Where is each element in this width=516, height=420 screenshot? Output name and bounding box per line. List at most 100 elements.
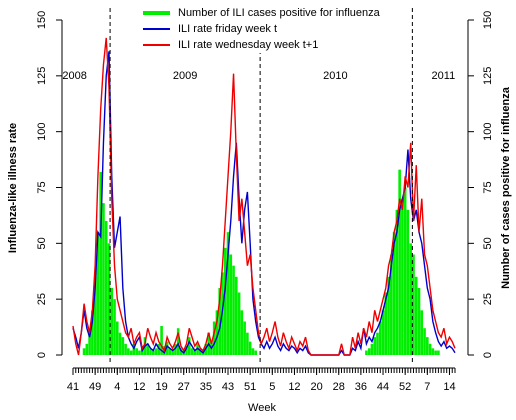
case-bar: [179, 348, 183, 355]
legend-box: [140, 3, 390, 53]
x-tick-label: 36: [355, 381, 367, 393]
case-bar: [387, 276, 390, 355]
case-bar: [190, 348, 194, 355]
y2-tick-label: 125: [482, 67, 494, 85]
y2-tick-label: 75: [482, 181, 494, 193]
case-bar: [378, 321, 382, 355]
case-bar: [85, 343, 89, 355]
legend-label: ILI rate wednesday week t+1: [178, 39, 318, 51]
case-bar: [248, 341, 252, 355]
year-label: 2010: [323, 70, 347, 82]
case-bar: [406, 209, 410, 355]
case-bar: [168, 348, 172, 355]
y-tick-label: 125: [36, 67, 48, 85]
case-bar: [118, 332, 122, 355]
case-bar: [412, 254, 415, 355]
x-tick-label: 5: [269, 381, 275, 393]
case-bar: [104, 221, 108, 355]
legend-label: ILI rate friday week t: [178, 23, 277, 35]
case-bar: [232, 265, 235, 355]
case-bar: [146, 343, 150, 355]
x-tick-label: 51: [244, 381, 256, 393]
case-bar: [401, 198, 404, 355]
x-tick-label: 7: [424, 381, 430, 393]
year-label: 2009: [173, 70, 197, 82]
case-bar: [82, 348, 86, 355]
case-bar: [88, 332, 91, 355]
case-bar: [428, 343, 432, 355]
case-bar: [226, 232, 230, 355]
x-tick-label: 12: [288, 381, 300, 393]
legend-label: Number of ILI cases positive for influen…: [178, 7, 381, 19]
case-bar: [185, 346, 188, 355]
case-bar: [215, 310, 219, 355]
case-bar: [110, 288, 114, 355]
x-axis-label: Week: [248, 402, 276, 414]
y2-tick-label: 0: [482, 352, 494, 358]
y2-tick-label: 50: [482, 237, 494, 249]
case-bar: [381, 310, 385, 355]
case-bar: [99, 171, 102, 355]
y-tick-label: 150: [36, 11, 48, 29]
x-tick-label: 41: [67, 381, 79, 393]
case-bar: [149, 348, 152, 355]
case-bar: [373, 337, 377, 355]
case-bar: [218, 288, 222, 355]
case-bar: [434, 350, 437, 355]
year-label: 2011: [432, 70, 456, 82]
case-bar: [437, 350, 440, 355]
case-bar: [390, 254, 393, 355]
x-tick-label: 19: [155, 381, 167, 393]
case-bar: [392, 232, 396, 355]
y-axis-label: Influenza-like illness rate: [7, 123, 19, 253]
x-tick-label: 44: [377, 381, 389, 393]
case-bar: [403, 187, 407, 355]
case-bar: [367, 348, 371, 355]
case-bar: [196, 343, 199, 355]
case-bar: [93, 276, 97, 355]
y2-tick-label: 100: [482, 122, 494, 140]
case-bar: [154, 348, 158, 355]
case-bar: [138, 350, 141, 355]
y-tick-label: 100: [36, 122, 48, 140]
case-bar: [171, 350, 174, 355]
year-label: 2008: [62, 70, 86, 82]
x-tick-label: 12: [133, 381, 145, 393]
case-bar: [193, 350, 197, 355]
case-bar: [237, 292, 241, 355]
rate-line: [72, 51, 456, 356]
x-tick-label: 4: [114, 381, 120, 393]
case-bar: [417, 288, 421, 355]
x-tick-label: 27: [178, 381, 190, 393]
case-bar: [431, 348, 435, 355]
case-bar: [107, 243, 111, 355]
y2-axis-label: Number of cases positive for influenza: [500, 86, 512, 289]
case-bar: [251, 348, 255, 355]
case-bar: [370, 343, 374, 355]
case-bar: [426, 337, 429, 355]
x-tick-label: 43: [222, 381, 234, 393]
rate-line: [72, 37, 456, 356]
case-bar: [240, 310, 244, 355]
case-bar: [423, 328, 426, 355]
case-bar: [113, 299, 116, 355]
y2-tick-label: 150: [482, 11, 494, 29]
case-bar: [254, 350, 257, 355]
y-tick-label: 25: [36, 293, 48, 305]
case-bar: [409, 243, 413, 355]
case-bar: [102, 203, 105, 355]
case-bar: [115, 321, 119, 355]
case-bar: [157, 343, 161, 355]
x-tick-label: 20: [310, 381, 322, 393]
case-bar: [365, 350, 368, 355]
case-bar: [160, 325, 163, 355]
x-tick-label: 52: [399, 381, 411, 393]
case-bar: [174, 343, 177, 355]
case-bar: [223, 247, 227, 355]
y-tick-label: 0: [36, 352, 48, 358]
case-bar: [235, 276, 238, 355]
case-bar: [127, 348, 130, 355]
case-bar: [246, 332, 249, 355]
case-bar: [376, 332, 379, 355]
